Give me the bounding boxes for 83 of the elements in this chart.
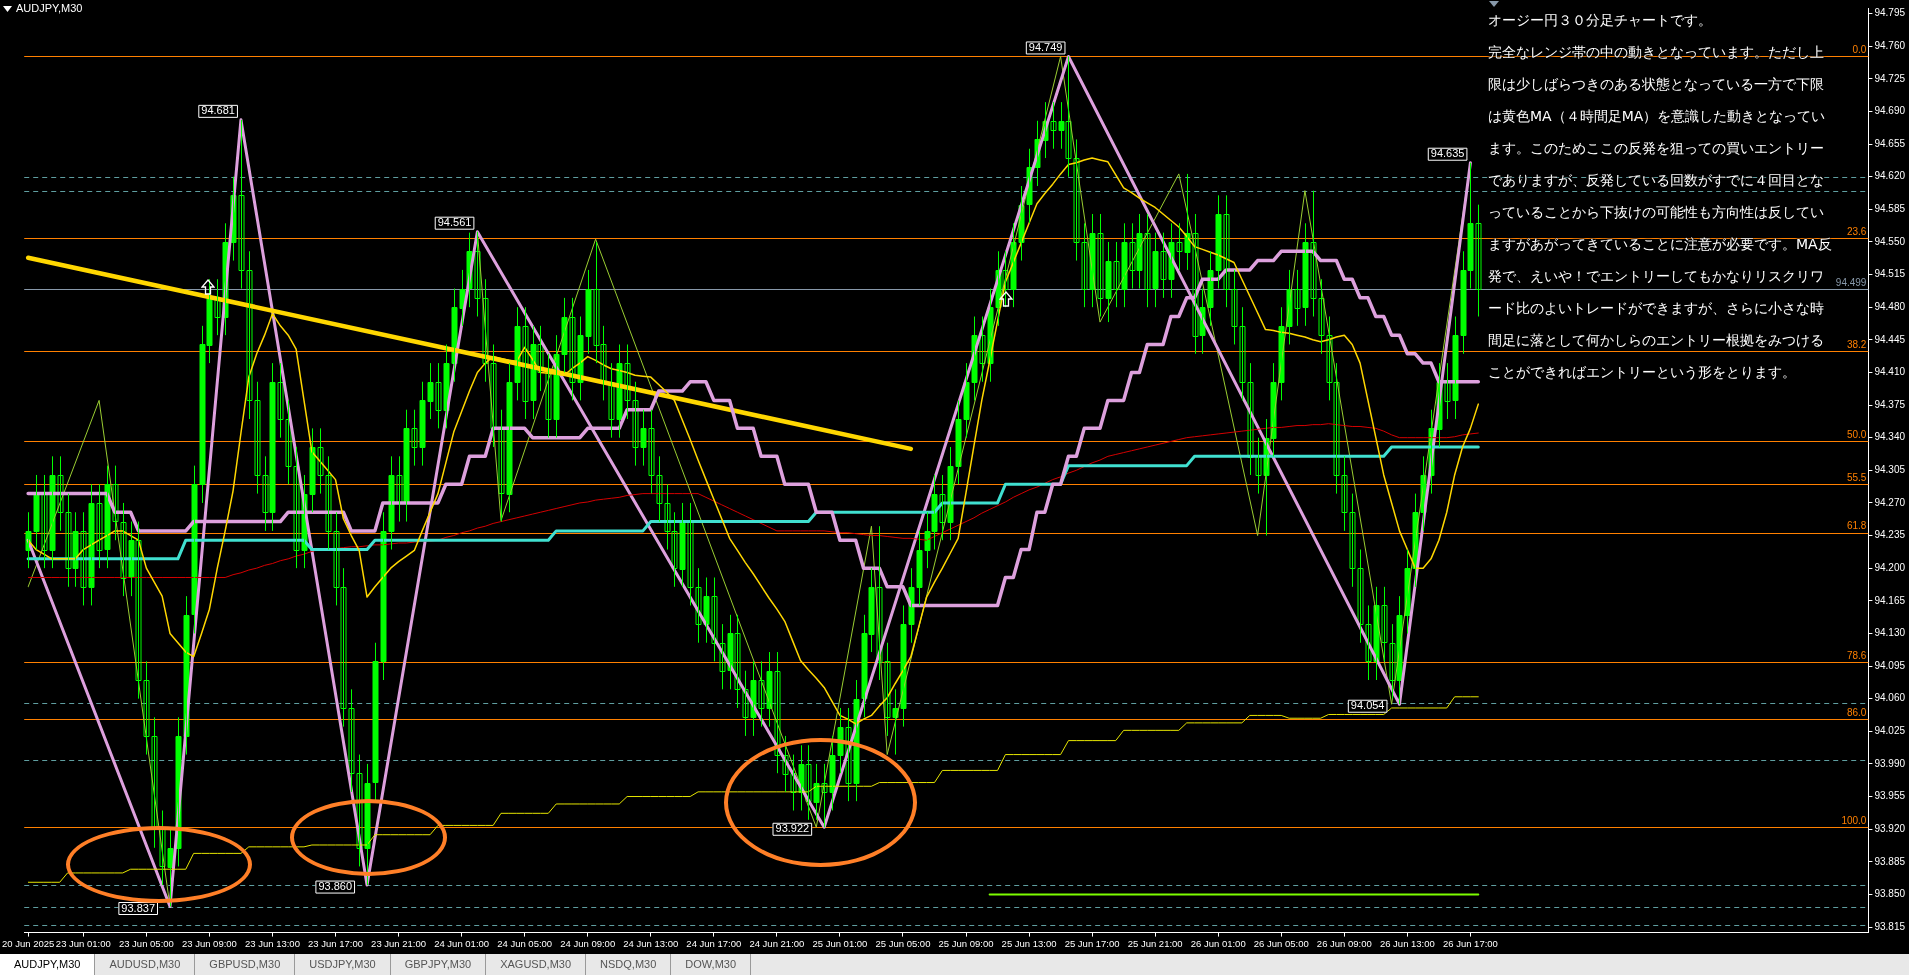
x-tick-label: 24 Jun 01:00	[434, 937, 490, 949]
ref-line-label: 94.499	[1835, 277, 1867, 289]
y-tick-label: 94.620	[1874, 170, 1906, 182]
text: DOW,M30	[671, 954, 752, 975]
x-tick-label: 26 Jun 17:00	[1442, 937, 1498, 949]
x-tick-label: 20 Jun 2025	[2, 937, 55, 949]
text: USDJPY,M30	[295, 954, 391, 975]
text: オージー円３０分足チャートです。	[1488, 11, 1713, 30]
y-tick-label: 93.920	[1874, 822, 1906, 834]
x-tick-label: 25 Jun 17:00	[1064, 937, 1120, 949]
y-tick-label: 94.550	[1874, 235, 1906, 247]
text: AUDUSD,M30	[95, 954, 196, 975]
y-tick-label: 94.410	[1874, 366, 1906, 378]
y-tick-label: 94.165	[1874, 594, 1906, 606]
y-tick-label: 93.990	[1874, 757, 1906, 769]
data-label: 94.635	[1430, 147, 1465, 160]
y-tick-label: 94.235	[1874, 529, 1906, 541]
chart-title: AUDJPY,M30	[16, 2, 83, 14]
annotation: 23.6	[1846, 225, 1867, 237]
data-label: 94.749	[1028, 41, 1063, 53]
y-tick-label: 94.270	[1874, 496, 1906, 508]
data-label: 94.054	[1350, 699, 1385, 712]
x-tick-label: 25 Jun 13:00	[1001, 937, 1057, 949]
y-tick-label: 93.885	[1874, 855, 1906, 867]
y-tick-label: 94.760	[1874, 39, 1906, 51]
annotation: 86.0	[1846, 706, 1867, 718]
candlestick	[490, 343, 497, 448]
text: AUDJPY,M30	[0, 954, 96, 975]
x-tick-label: 24 Jun 17:00	[686, 937, 742, 949]
x-tick-label: 23 Jun 17:00	[308, 937, 363, 949]
text: GBPJPY,M30	[390, 954, 487, 975]
x-tick-label: 23 Jun 09:00	[181, 937, 237, 949]
y-tick-label: 93.955	[1874, 790, 1906, 802]
text: NSDQ,M30	[586, 954, 672, 975]
x-tick-label: 23 Jun 01:00	[55, 937, 111, 949]
y-tick-label: 94.025	[1874, 725, 1906, 737]
x-tick-label: 26 Jun 09:00	[1316, 937, 1372, 949]
data-label: 93.860	[318, 880, 353, 893]
y-tick-label: 94.445	[1874, 333, 1906, 345]
annotation: 78.6	[1846, 650, 1867, 662]
x-tick-label: 24 Jun 13:00	[623, 937, 679, 949]
data-label: 94.681	[201, 104, 235, 117]
x-tick-label: 23 Jun 05:00	[118, 937, 174, 949]
y-tick-label: 94.130	[1874, 627, 1906, 639]
y-tick-label: 94.060	[1874, 692, 1906, 704]
x-tick-label: 23 Jun 13:00	[245, 937, 300, 949]
data-label: 93.837	[121, 901, 156, 914]
data-label: 94.561	[437, 216, 472, 229]
y-tick-label: 94.200	[1874, 561, 1906, 573]
x-tick-label: 24 Jun 21:00	[749, 937, 805, 949]
x-tick-label: 24 Jun 09:00	[560, 937, 616, 949]
y-tick-label: 94.585	[1874, 203, 1906, 215]
text: XAGUSD,M30	[486, 954, 587, 975]
x-tick-label: 26 Jun 13:00	[1379, 937, 1435, 949]
candlestick	[482, 278, 489, 383]
x-tick-label: 24 Jun 05:00	[497, 937, 553, 949]
y-tick-label: 94.480	[1874, 300, 1906, 312]
y-tick-label: 93.815	[1874, 920, 1906, 932]
annotation: 61.8	[1846, 520, 1867, 532]
annotation: 100.0	[1841, 815, 1867, 827]
y-tick-label: 94.725	[1874, 72, 1906, 84]
text: GBPUSD,M30	[195, 954, 296, 975]
x-tick-label: 23 Jun 21:00	[371, 937, 427, 949]
annotation: 55.5	[1846, 472, 1867, 484]
y-tick-label: 94.795	[1874, 7, 1906, 19]
y-tick-label: 94.305	[1874, 464, 1906, 476]
y-tick-label: 94.690	[1874, 105, 1906, 117]
y-tick-label: 94.375	[1874, 398, 1906, 410]
x-tick-label: 25 Jun 05:00	[875, 937, 931, 949]
y-tick-label: 94.340	[1874, 431, 1906, 443]
y-tick-label: 94.655	[1874, 137, 1906, 149]
x-tick-label: 25 Jun 21:00	[1127, 937, 1183, 949]
data-label: 93.922	[775, 822, 810, 835]
y-tick-label: 94.095	[1874, 659, 1906, 671]
x-tick-label: 25 Jun 09:00	[938, 937, 994, 949]
x-tick-label: 26 Jun 05:00	[1253, 937, 1309, 949]
annotation: 50.0	[1846, 429, 1867, 441]
annotation: 0.0	[1852, 44, 1867, 56]
annotation: 38.2	[1846, 338, 1867, 350]
y-tick-label: 93.850	[1874, 888, 1906, 900]
x-tick-label: 25 Jun 01:00	[812, 937, 868, 949]
x-tick-label: 26 Jun 01:00	[1190, 937, 1246, 949]
y-tick-label: 94.515	[1874, 268, 1906, 280]
